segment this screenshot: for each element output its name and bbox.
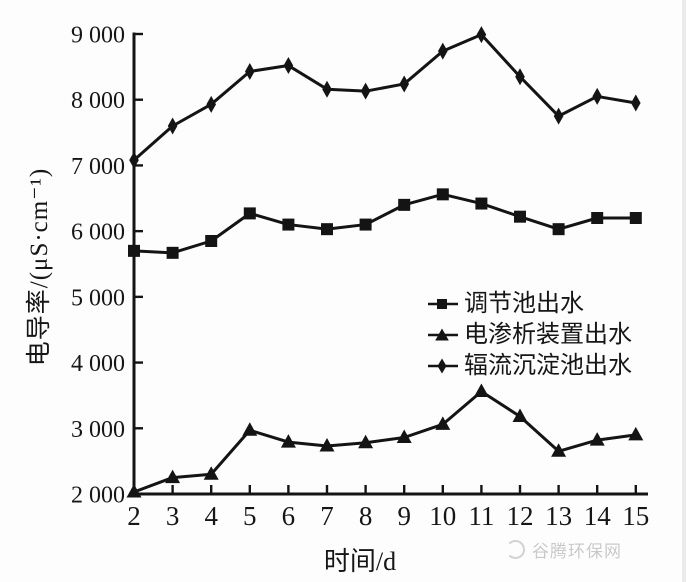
- diamond-marker: [515, 68, 525, 86]
- triangle-marker: [280, 434, 296, 448]
- x-tick-label: 14: [584, 501, 612, 531]
- x-tick-label: 6: [282, 501, 296, 531]
- diamond-marker: [592, 87, 602, 105]
- y-tick-label: 5 000: [71, 285, 125, 311]
- triangle-marker: [473, 383, 489, 397]
- diamond-marker: [129, 151, 139, 169]
- legend-item-electrodialysis: 电渗析装置出水: [427, 319, 632, 350]
- square-marker: [591, 212, 604, 224]
- y-tick-label: 9 000: [71, 23, 125, 49]
- x-tick-label: 15: [622, 501, 649, 531]
- triangle-marker: [628, 426, 644, 441]
- diamond-marker: [167, 117, 178, 135]
- diamond-marker: [631, 94, 641, 112]
- watermark-logo-icon: [506, 540, 525, 559]
- diamond-marker: [438, 42, 448, 60]
- y-tick-label: 4 000: [71, 351, 125, 377]
- triangle-marker: [396, 429, 412, 443]
- square-marker: [282, 218, 295, 231]
- triangle-marker: [165, 469, 181, 484]
- series-line-diamond: [133, 33, 637, 162]
- square-marker: [475, 197, 488, 210]
- triangle-marker: [242, 422, 258, 436]
- x-tick-label: 4: [204, 501, 218, 531]
- y-axis-title: 电导率/(μS·cm⁻¹): [26, 167, 53, 367]
- square-marker: [514, 210, 526, 223]
- y-tick-label: 8 000: [71, 88, 125, 114]
- diamond-marker: [283, 57, 294, 75]
- x-tick-label: 8: [359, 501, 373, 531]
- legend-label: 辐流沉淀池出水: [464, 352, 632, 379]
- y-tick-label: 3 000: [71, 417, 125, 443]
- diamond-marker: [360, 82, 371, 100]
- x-tick-label: 7: [320, 501, 334, 531]
- square-marker: [436, 188, 449, 201]
- triangle-marker-icon: [428, 328, 458, 340]
- y-tick-label: 7 000: [71, 154, 125, 180]
- x-tick-label: 5: [243, 501, 257, 531]
- legend-label: 调节池出水: [464, 290, 584, 317]
- right-edge-divider: [682, 0, 686, 582]
- triangle-marker: [203, 466, 219, 480]
- diamond-marker: [322, 80, 332, 98]
- y-tick-label: 2 000: [71, 483, 125, 509]
- square-marker: [166, 246, 179, 259]
- x-tick-label: 3: [166, 501, 180, 531]
- legend-item-radial-sedimentation: 辐流沉淀池出水: [427, 350, 632, 381]
- x-tick-label: 9: [397, 501, 411, 531]
- diamond-marker: [245, 62, 255, 80]
- watermark-text: 谷腾环保网: [532, 542, 622, 561]
- diamond-marker: [553, 107, 564, 125]
- square-marker: [629, 212, 642, 224]
- triangle-marker: [358, 434, 374, 449]
- x-tick-label: 2: [127, 501, 141, 531]
- square-marker: [359, 218, 372, 231]
- square-marker: [321, 223, 333, 236]
- triangle-marker: [589, 432, 605, 446]
- square-marker: [552, 223, 565, 236]
- triangle-marker: [551, 443, 567, 457]
- triangle-marker: [126, 484, 142, 498]
- y-tick-label: 6 000: [71, 220, 125, 246]
- x-tick-label: 11: [468, 501, 494, 531]
- x-axis-title: 时间/d: [323, 547, 397, 576]
- triangle-marker: [319, 438, 335, 452]
- square-marker: [398, 198, 411, 211]
- square-marker: [128, 244, 140, 257]
- x-tick-label: 12: [507, 501, 534, 531]
- series-line-triangle-up: [133, 389, 637, 494]
- diamond-marker: [206, 95, 216, 113]
- square-marker-icon: [428, 298, 458, 309]
- diamond-marker-icon: [428, 358, 458, 373]
- legend-label: 电渗析装置出水: [464, 321, 632, 348]
- series-line-square: [133, 192, 636, 255]
- triangle-marker: [435, 416, 451, 430]
- legend-item-regulating-tank: 调节池出水: [427, 288, 632, 319]
- legend: 调节池出水 电渗析装置出水 辐流沉淀池出水: [427, 288, 632, 381]
- square-marker: [205, 235, 218, 247]
- x-tick-label: 13: [545, 501, 572, 531]
- triangle-marker: [512, 408, 528, 422]
- x-tick-label: 10: [429, 501, 456, 531]
- diamond-marker: [399, 75, 409, 93]
- diamond-marker: [476, 26, 487, 44]
- watermark: 谷腾环保网: [506, 537, 622, 562]
- square-marker: [243, 207, 256, 220]
